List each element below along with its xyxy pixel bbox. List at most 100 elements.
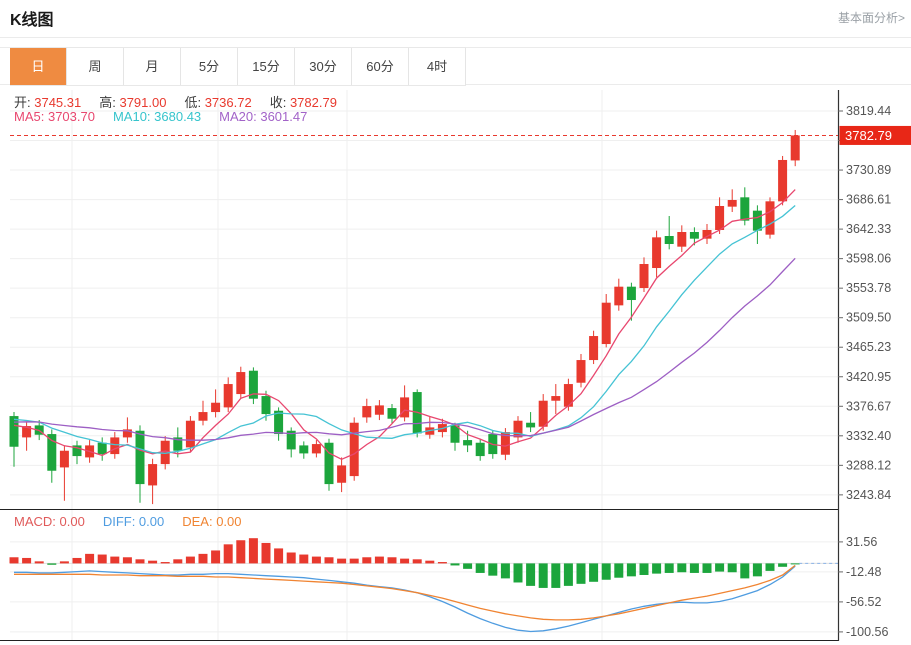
ma-ma10: MA10: 3680.43 (112, 109, 202, 124)
tab-5分[interactable]: 5分 (181, 48, 238, 85)
candle (400, 385, 410, 422)
tab-30分[interactable]: 30分 (295, 48, 352, 85)
macd-bar (639, 563, 649, 575)
candle (551, 384, 561, 415)
candle (59, 445, 69, 501)
candle (677, 225, 687, 253)
candle (374, 400, 384, 421)
macd-bar (198, 553, 208, 564)
macd-bar (85, 553, 95, 564)
candle (236, 366, 246, 399)
macd-bar (110, 556, 120, 564)
candle (727, 189, 737, 212)
axis-tick-label: 3288.12 (846, 458, 891, 472)
macd-bar (778, 563, 788, 567)
candle (299, 441, 309, 459)
macd-bar (689, 563, 699, 573)
candle (223, 377, 233, 413)
candle (589, 330, 599, 365)
macd-bar (324, 557, 334, 564)
ohlc-readout: 开: 3745.31 高: 3791.00 低: 3736.72 收: 3782.79 (14, 92, 355, 111)
macd-bar (47, 563, 57, 565)
candle (387, 404, 397, 425)
tab-15分[interactable]: 15分 (238, 48, 295, 85)
candle (790, 129, 800, 167)
candle (614, 278, 624, 311)
candle (576, 354, 586, 388)
tab-60分[interactable]: 60分 (352, 48, 409, 85)
ma10-line (13, 205, 796, 454)
macd-bar (34, 561, 44, 564)
candle (135, 425, 145, 503)
macd-bar (790, 563, 800, 565)
ma-ma5: MA5: 3703.70 (14, 109, 95, 124)
axis-tick-label: 31.56 (846, 535, 877, 549)
macd-bar (400, 558, 410, 564)
macd-macd: MACD: 0.00 (14, 514, 85, 529)
candle (110, 432, 120, 459)
candle (639, 257, 649, 293)
macd-bar (337, 558, 347, 564)
candle (248, 367, 258, 405)
macd-bar (311, 556, 321, 564)
macd-bar (425, 560, 435, 564)
candle (702, 223, 712, 245)
diff-line (14, 565, 796, 633)
axis-tick-label: 3509.50 (846, 311, 891, 325)
ma-readout: MA5: 3703.70 MA10: 3680.43 MA20: 3601.47 (14, 109, 325, 124)
macd-bar (286, 552, 296, 564)
candle (22, 421, 32, 451)
tab-日[interactable]: 日 (10, 48, 67, 85)
tab-周[interactable]: 周 (67, 48, 124, 85)
axis-tick-label: 3553.78 (846, 281, 891, 295)
axis-tick-label: 3420.95 (846, 370, 891, 384)
macd-bar (59, 561, 69, 564)
interval-tabs: 日周月 5分 15分 30分 60分 4时 (10, 47, 466, 86)
macd-bar (223, 544, 233, 564)
current-price-badge-label: 3782.79 (845, 128, 892, 143)
dea-line (14, 564, 796, 621)
axis-tick-label: -100.56 (846, 625, 888, 639)
axis-tick-label: -12.48 (846, 565, 881, 579)
axis-tick-label: 3465.23 (846, 340, 891, 354)
axis-tick-label: 3332.40 (846, 429, 891, 443)
macd-bar (589, 563, 599, 582)
macd-dea: DEA: 0.00 (182, 514, 242, 529)
candle (148, 458, 158, 505)
axis-tick-label: 3819.44 (846, 104, 891, 118)
macd-bar (236, 540, 246, 564)
macd-bar (450, 563, 460, 566)
macd-bar (97, 554, 107, 564)
candle (9, 412, 19, 467)
candle (198, 400, 208, 426)
ohlc-high: 高: 3791.00 (99, 95, 167, 110)
ma20-line (13, 257, 796, 441)
candle (652, 230, 662, 278)
macd-bar (601, 563, 611, 580)
macd-bar (563, 563, 573, 586)
candle (337, 457, 347, 493)
candle (752, 205, 762, 245)
candle (286, 427, 296, 458)
fundamental-analysis-link[interactable]: 基本面分析> (837, 11, 905, 25)
axis-tick-label: -56.52 (846, 595, 881, 609)
tab-月[interactable]: 月 (124, 48, 181, 85)
candle (72, 440, 82, 465)
macd-bar (9, 557, 19, 564)
macd-bar (538, 563, 548, 588)
candle (538, 394, 548, 431)
macd-bar (463, 563, 473, 569)
macd-diff: DIFF: 0.00 (102, 514, 165, 529)
candle (778, 155, 788, 206)
tab-4时[interactable]: 4时 (409, 48, 466, 85)
axis-tick-label: 3243.84 (846, 488, 891, 502)
candle (311, 440, 321, 458)
macd-bar (274, 548, 284, 564)
macd-bar (475, 563, 485, 573)
candle (626, 282, 636, 321)
macd-bar (500, 563, 510, 579)
candle (526, 412, 536, 433)
macd-bar (185, 556, 195, 564)
candle (173, 427, 183, 458)
